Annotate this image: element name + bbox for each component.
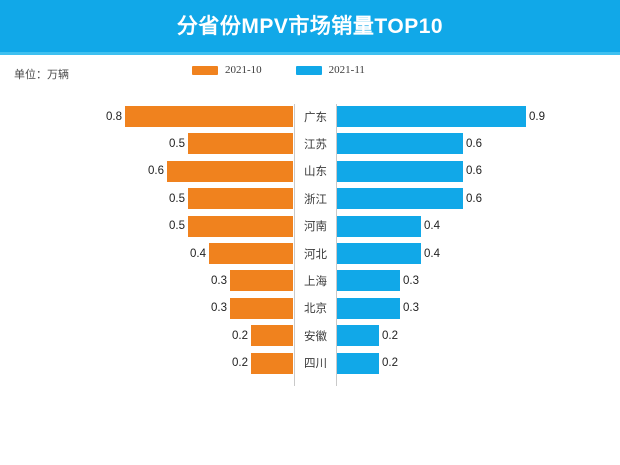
bar-row: 0.5 浙江 0.6: [0, 188, 620, 210]
chart-legend: 2021-10 2021-11: [192, 64, 365, 76]
bar-orange-2021-10[interactable]: [209, 243, 293, 264]
bar-value-label-left: 0.3: [211, 274, 227, 287]
bar-value-label-right: 0.9: [529, 110, 545, 123]
category-label: 上海: [304, 275, 327, 288]
bar-row-right-half: 0.2: [337, 325, 620, 347]
header-underline-divider: [0, 52, 620, 55]
bar-row-left-half: 0.5: [0, 215, 293, 237]
bar-row-left-half: 0.5: [0, 188, 293, 210]
bar-row-left-half: 0.2: [0, 325, 293, 347]
bar-value-label-left: 0.5: [169, 192, 185, 205]
bar-row-left-half: 0.8: [0, 106, 293, 127]
bar-value-label-right: 0.2: [382, 357, 398, 370]
axis-divider-left: [294, 104, 295, 386]
bar-value-label-right: 0.3: [403, 274, 419, 287]
bar-value-label-left: 0.2: [232, 329, 248, 342]
category-label: 河南: [304, 221, 327, 234]
bar-row: 0.3 北京 0.3: [0, 297, 620, 319]
bar-row: 0.2 安徽 0.2: [0, 325, 620, 347]
bar-blue-2021-11[interactable]: [337, 160, 463, 182]
bar-row-right-half: 0.2: [337, 352, 620, 374]
bar-value-label-left: 0.4: [190, 247, 206, 260]
legend-label-2021-11: 2021-11: [328, 64, 365, 76]
bar-orange-2021-10[interactable]: [188, 133, 293, 155]
bar-row-right-half: 0.3: [337, 270, 620, 292]
bar-value-label-right: 0.6: [466, 192, 482, 205]
bar-value-label-right: 0.4: [424, 220, 440, 233]
bar-value-label-right: 0.6: [466, 165, 482, 178]
bar-blue-2021-11[interactable]: [337, 352, 379, 374]
bar-blue-2021-11[interactable]: [337, 188, 463, 210]
bar-row: 0.8 广东 0.9: [0, 106, 620, 127]
bar-row: 0.2 四川 0.2: [0, 352, 620, 374]
bar-value-label-left: 0.6: [148, 165, 164, 178]
legend-swatch-blue-icon: [295, 65, 322, 75]
subheader-row: 单位：万辆 2021-10 2021-11: [0, 58, 620, 88]
bar-blue-2021-11[interactable]: [337, 215, 421, 237]
bar-row-right-half: 0.6: [337, 133, 620, 155]
bar-row: 0.5 河南 0.4: [0, 215, 620, 237]
bar-row: 0.6 山东 0.6: [0, 160, 620, 182]
bar-row-right-half: 0.3: [337, 297, 620, 319]
bar-orange-2021-10[interactable]: [125, 106, 293, 127]
bar-orange-2021-10[interactable]: [167, 160, 293, 182]
bar-row: 0.3 上海 0.3: [0, 270, 620, 292]
bar-blue-2021-11[interactable]: [337, 106, 526, 127]
bar-row-right-half: 0.6: [337, 160, 620, 182]
legend-item-2021-10[interactable]: 2021-10: [192, 64, 262, 76]
bar-value-label-left: 0.2: [232, 357, 248, 370]
bar-row: 0.5 江苏 0.6: [0, 133, 620, 155]
category-label: 四川: [304, 358, 327, 371]
bar-row: 0.4 河北 0.4: [0, 243, 620, 264]
category-label: 安徽: [304, 330, 327, 343]
bar-row-right-half: 0.4: [337, 243, 620, 264]
bar-row-right-half: 0.6: [337, 188, 620, 210]
category-label: 广东: [304, 111, 327, 124]
legend-item-2021-11[interactable]: 2021-11: [295, 64, 365, 76]
bar-value-label-left: 0.5: [169, 220, 185, 233]
bar-row-left-half: 0.5: [0, 133, 293, 155]
bar-blue-2021-11[interactable]: [337, 243, 421, 264]
bar-row-left-half: 0.6: [0, 160, 293, 182]
bar-value-label-right: 0.4: [424, 247, 440, 260]
category-label: 河北: [304, 248, 327, 261]
bar-row-right-half: 0.4: [337, 215, 620, 237]
legend-label-2021-10: 2021-10: [225, 64, 262, 76]
bar-value-label-right: 0.2: [382, 329, 398, 342]
category-label: 江苏: [304, 138, 327, 151]
bar-value-label-right: 0.6: [466, 137, 482, 150]
bar-row-left-half: 0.2: [0, 352, 293, 374]
axis-divider-right: [336, 104, 337, 386]
bar-row-left-half: 0.4: [0, 243, 293, 264]
bar-value-label-left: 0.5: [169, 137, 185, 150]
bar-orange-2021-10[interactable]: [230, 297, 293, 319]
bar-blue-2021-11[interactable]: [337, 325, 379, 347]
bar-orange-2021-10[interactable]: [188, 215, 293, 237]
bar-value-label-left: 0.8: [106, 110, 122, 123]
bar-value-label-right: 0.3: [403, 302, 419, 315]
bar-row-left-half: 0.3: [0, 270, 293, 292]
legend-swatch-orange-icon: [192, 65, 218, 75]
bar-blue-2021-11[interactable]: [337, 270, 400, 292]
header-banner: 分省份MPV市场销量TOP10: [0, 0, 620, 52]
bar-orange-2021-10[interactable]: [230, 270, 293, 292]
unit-label: 单位：万辆: [14, 69, 69, 81]
category-label: 北京: [304, 303, 327, 316]
bar-blue-2021-11[interactable]: [337, 297, 400, 319]
category-label: 山东: [304, 166, 327, 179]
bar-blue-2021-11[interactable]: [337, 133, 463, 155]
category-label: 浙江: [304, 193, 327, 206]
bar-orange-2021-10[interactable]: [188, 188, 293, 210]
bar-row-right-half: 0.9: [337, 106, 620, 127]
page-title: 分省份MPV市场销量TOP10: [176, 14, 444, 38]
bar-row-left-half: 0.3: [0, 297, 293, 319]
bar-orange-2021-10[interactable]: [251, 352, 293, 374]
bar-orange-2021-10[interactable]: [251, 325, 293, 347]
chart-plot-area: 0.8 广东 0.9 0.5 江苏 0.6 0.6 山东 0.6 0.5 浙江 0.6 0.5 河南 0.4…: [0, 100, 620, 390]
bar-value-label-left: 0.3: [211, 302, 227, 315]
